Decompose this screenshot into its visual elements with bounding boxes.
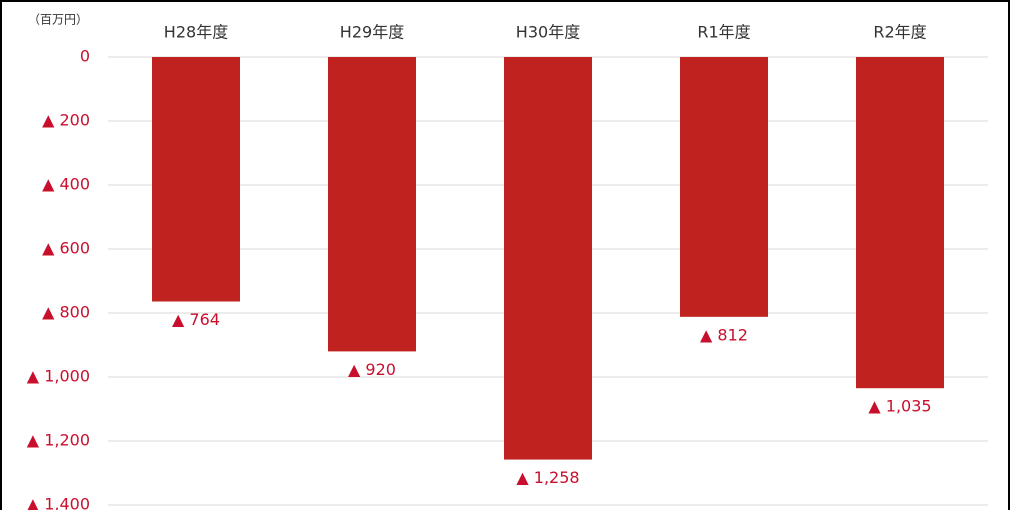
value-label: ▲ 812 bbox=[700, 325, 748, 344]
y-tick-label: ▲ 200 bbox=[42, 111, 90, 130]
value-label: ▲ 1,258 bbox=[516, 468, 579, 487]
y-tick-label: ▲ 400 bbox=[42, 175, 90, 194]
value-label: ▲ 764 bbox=[172, 310, 220, 329]
bar bbox=[856, 57, 944, 389]
x-tick-label: R1年度 bbox=[697, 23, 750, 42]
y-tick-label: 0 bbox=[80, 47, 90, 66]
bar bbox=[328, 57, 416, 352]
value-label: ▲ 1,035 bbox=[868, 397, 931, 416]
y-tick-label: ▲ 600 bbox=[42, 239, 90, 258]
x-tick-label: R2年度 bbox=[873, 23, 926, 42]
unit-label: （百万円） bbox=[28, 13, 88, 27]
bar bbox=[152, 57, 240, 302]
x-tick-label: H30年度 bbox=[516, 23, 580, 42]
y-tick-label: ▲ 1,400 bbox=[27, 495, 90, 510]
x-tick-label: H28年度 bbox=[164, 23, 228, 42]
bar bbox=[504, 57, 592, 460]
y-tick-label: ▲ 1,000 bbox=[27, 367, 90, 386]
bar bbox=[680, 57, 768, 317]
y-tick-label: ▲ 800 bbox=[42, 303, 90, 322]
y-tick-label: ▲ 1,200 bbox=[27, 431, 90, 450]
x-tick-label: H29年度 bbox=[340, 23, 404, 42]
value-label: ▲ 920 bbox=[348, 360, 396, 379]
